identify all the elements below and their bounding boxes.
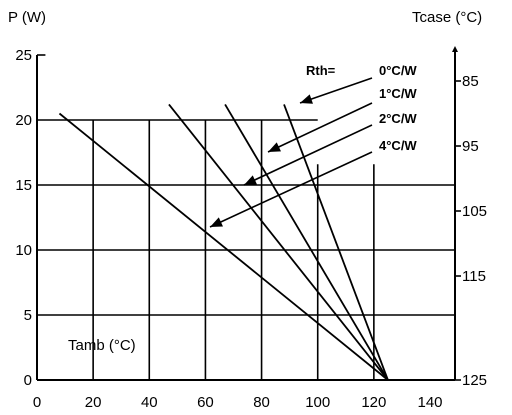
rth-label: 2°C/W <box>379 111 417 126</box>
x-tick-label: 140 <box>417 394 442 411</box>
right-tick-label: 125 <box>462 372 487 389</box>
rth-label: 1°C/W <box>379 86 417 101</box>
pointer-arrow <box>209 151 373 228</box>
rth-prefix: Rth= <box>306 63 336 78</box>
y-tick-label: 0 <box>24 372 32 389</box>
right-axis-arrow <box>452 46 458 52</box>
series-line <box>58 112 389 381</box>
x-tick-label: 120 <box>361 394 386 411</box>
pointer-arrowhead <box>300 94 313 104</box>
x-tick-label: 60 <box>197 394 214 411</box>
rth-label: 4°C/W <box>379 138 417 153</box>
annotations: Rth= 0°C/W 1°C/W 2°C/W 4°C/W <box>209 63 417 228</box>
right-axis-title: Tcase (°C) <box>412 9 482 26</box>
series-lines <box>58 103 389 381</box>
right-tick-label: 95 <box>462 138 479 155</box>
series-line <box>224 103 389 381</box>
x-tick-label: 80 <box>253 394 270 411</box>
pointer-arrowhead <box>244 175 257 185</box>
x-tick-label: 100 <box>305 394 330 411</box>
rth-label: 0°C/W <box>379 63 417 78</box>
series-line <box>168 103 389 381</box>
tick-labels: 0 20 40 60 80 100 120 140 0 5 10 15 20 25 85 95 105 115 12… <box>15 47 487 411</box>
right-tick-label: 105 <box>462 203 487 220</box>
left-axis-title: P (W) <box>8 9 46 26</box>
x-tick-label: 20 <box>85 394 102 411</box>
pointer-arrow <box>299 77 373 104</box>
pointer-arrowhead <box>210 217 223 227</box>
y-tick-label: 5 <box>24 307 32 324</box>
pointer-arrow <box>267 102 373 153</box>
y-tick-label: 25 <box>15 47 32 64</box>
y-tick-label: 10 <box>15 242 32 259</box>
x-tick-label: 40 <box>141 394 158 411</box>
series-line <box>283 104 389 381</box>
grid <box>36 46 461 381</box>
tamb-label: Tamb (°C) <box>68 337 136 354</box>
right-tick-label: 85 <box>462 73 479 90</box>
x-tick-label: 0 <box>33 394 41 411</box>
right-tick-label: 115 <box>462 268 486 285</box>
y-tick-label: 15 <box>15 177 32 194</box>
pointer-arrow <box>243 124 373 186</box>
pointer-arrowhead <box>268 142 281 152</box>
y-tick-label: 20 <box>15 112 32 129</box>
